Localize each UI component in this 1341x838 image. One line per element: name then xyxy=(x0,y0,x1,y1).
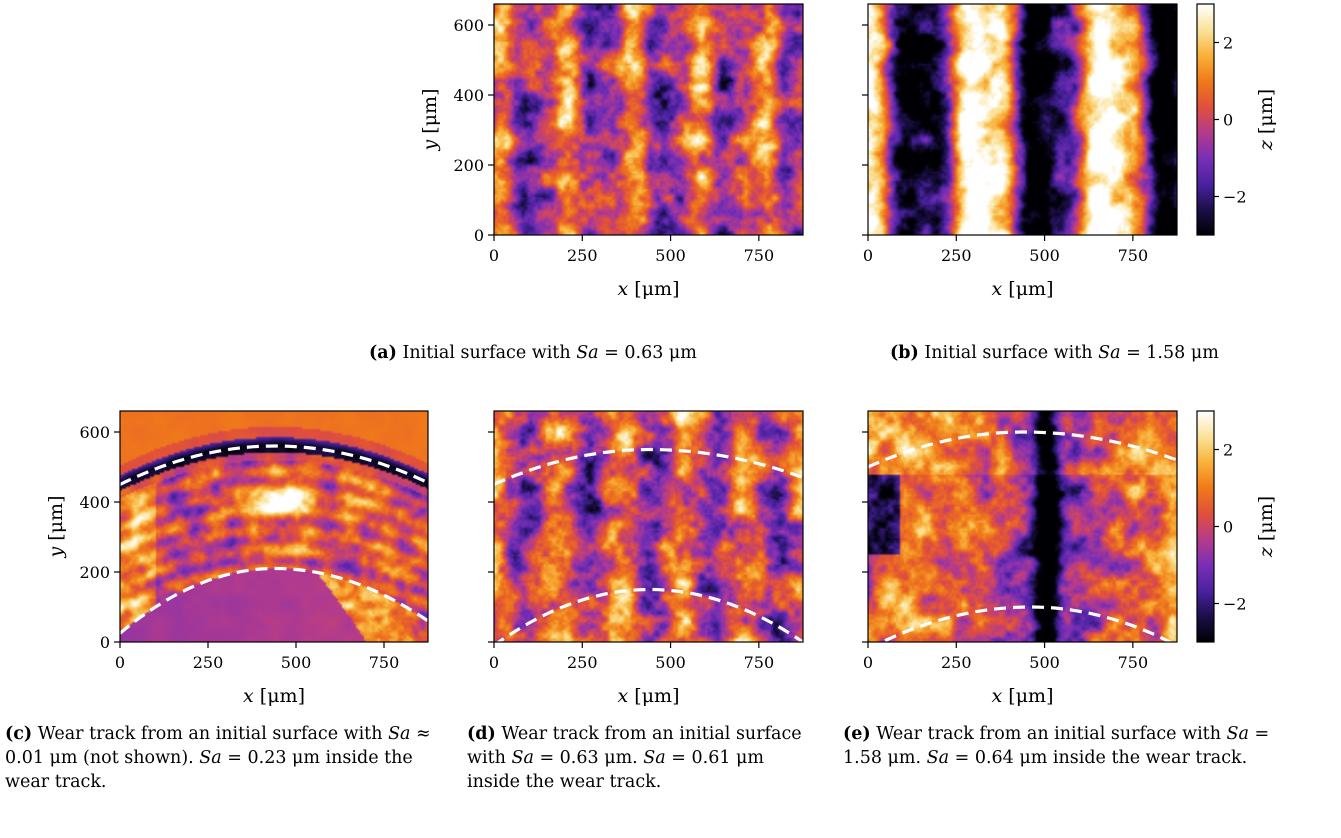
colorbar-tick-label-2-2: −2 xyxy=(1223,595,1247,614)
y-tick-label-c-3: 600 xyxy=(79,423,110,442)
x-tick-label-e-1: 250 xyxy=(941,653,972,672)
colorbar-tick-label-2-1: 0 xyxy=(1223,518,1233,537)
x-tick-label-e-3: 750 xyxy=(1118,653,1149,672)
svg-text:x [μm]: x [μm] xyxy=(992,685,1054,707)
heatmap-d xyxy=(494,411,803,642)
axes-frame-d xyxy=(493,410,804,643)
x-tick-label-a-1: 250 xyxy=(567,246,598,265)
y-tick-label-c-1: 200 xyxy=(79,563,110,582)
colorbar-tick-label-1-1: 0 xyxy=(1223,111,1233,130)
svg-text:z [μm]: z [μm] xyxy=(1255,496,1277,558)
wear-track-boundary-c-1 xyxy=(120,444,428,486)
colorbar-2: 2 0 −2 z [μm] xyxy=(1196,410,1277,643)
x-tick-label-a-0: 0 xyxy=(489,246,499,265)
y-tick-label-a-1: 200 xyxy=(453,156,484,175)
axes-frame-a xyxy=(493,3,804,236)
caption-e: (e) Wear track from an initial surface w… xyxy=(843,724,1270,768)
x-axis-label-a: x [μm] xyxy=(618,278,680,300)
svg-text:y [μm]: y [μm] xyxy=(45,496,67,559)
x-tick-label-c-1: 250 xyxy=(193,653,224,672)
colorbar-label-1: z [μm] xyxy=(1255,89,1277,151)
caption-tag-a: (a) xyxy=(369,343,397,363)
wear-track-boundary-e-2 xyxy=(878,605,1174,642)
panel-a: 0 250 500 750 0 200 400 600 x [μm] y [μm] xyxy=(419,3,804,300)
x-tick-label-d-0: 0 xyxy=(489,653,499,672)
caption-c: (c) Wear track from an initial surface w… xyxy=(5,724,431,792)
y-tick-label-a-2: 400 xyxy=(453,86,484,105)
colorbar-tick-label-2-0: 2 xyxy=(1223,441,1233,460)
x-tick-label-d-3: 750 xyxy=(744,653,775,672)
svg-text:z [μm]: z [μm] xyxy=(1255,89,1277,151)
x-tick-label-c-2: 500 xyxy=(281,653,312,672)
y-tick-label-a-3: 600 xyxy=(453,16,484,35)
x-tick-label-a-3: 750 xyxy=(744,246,775,265)
x-tick-label-b-1: 250 xyxy=(941,246,972,265)
panel-c: 0 250 500 750 0 200 400 600 x [μm] y [μm] xyxy=(45,410,429,707)
x-tick-label-d-2: 500 xyxy=(655,653,686,672)
heatmap-b xyxy=(868,4,1177,235)
heatmap-c xyxy=(120,411,428,642)
x-axis-label-e: x [μm] xyxy=(992,685,1054,707)
heatmap-a xyxy=(494,4,803,235)
svg-text:y [μm]: y [μm] xyxy=(419,89,441,152)
svg-text:x [μm]: x [μm] xyxy=(618,278,680,300)
y-tick-label-a-0: 0 xyxy=(474,226,484,245)
axes-frame-e xyxy=(867,410,1178,643)
wear-track-boundary-e-1 xyxy=(868,430,1177,469)
x-tick-label-b-0: 0 xyxy=(863,246,873,265)
x-tick-label-e-2: 500 xyxy=(1029,653,1060,672)
axes-frame-b xyxy=(867,3,1178,236)
panel-b: 0 250 500 750 x [μm] xyxy=(862,3,1178,300)
colorbar-label-2: z [μm] xyxy=(1255,496,1277,558)
x-tick-label-b-3: 750 xyxy=(1118,246,1149,265)
x-tick-label-d-1: 250 xyxy=(567,653,598,672)
y-axis-label-c: y [μm] xyxy=(45,496,67,559)
caption-tag-c: (c) xyxy=(5,724,33,744)
caption-tag-b: (b) xyxy=(890,343,919,363)
panel-d: 0 250 500 750 x [μm] xyxy=(488,410,804,707)
x-tick-label-c-3: 750 xyxy=(369,653,400,672)
svg-text:x [μm]: x [μm] xyxy=(992,278,1054,300)
y-tick-label-c-2: 400 xyxy=(79,493,110,512)
caption-d: (d) Wear track from an initial surface wi… xyxy=(467,724,802,792)
x-axis-label-d: x [μm] xyxy=(618,685,680,707)
x-tick-label-a-2: 500 xyxy=(655,246,686,265)
colorbar-1: 2 0 −2 z [μm] xyxy=(1196,3,1277,236)
caption-b: (b) Initial surface with Sa = 1.58 μm xyxy=(890,343,1219,363)
x-tick-label-c-0: 0 xyxy=(115,653,125,672)
y-axis-label-a: y [μm] xyxy=(419,89,441,152)
svg-text:x [μm]: x [μm] xyxy=(618,685,680,707)
heatmap-e xyxy=(868,411,1177,642)
x-tick-label-b-2: 500 xyxy=(1029,246,1060,265)
wear-track-boundary-d-2 xyxy=(496,587,803,642)
wear-track-boundary-d-1 xyxy=(494,447,803,486)
wear-track-boundary-c-2 xyxy=(120,566,428,635)
caption-tag-d: (d) xyxy=(467,724,496,744)
x-axis-label-b: x [μm] xyxy=(992,278,1054,300)
caption-a: (a) Initial surface with Sa = 0.63 μm xyxy=(369,343,697,363)
x-tick-label-e-0: 0 xyxy=(863,653,873,672)
caption-tag-e: (e) xyxy=(843,724,871,744)
colorbar-tick-label-1-0: 2 xyxy=(1223,34,1233,53)
colorbar-tick-label-1-2: −2 xyxy=(1223,188,1247,207)
svg-text:x [μm]: x [μm] xyxy=(243,685,305,707)
x-axis-label-c: x [μm] xyxy=(243,685,305,707)
y-tick-label-c-0: 0 xyxy=(100,633,110,652)
axes-frame-c xyxy=(119,410,429,643)
panel-e: 0 250 500 750 x [μm] xyxy=(862,410,1178,707)
